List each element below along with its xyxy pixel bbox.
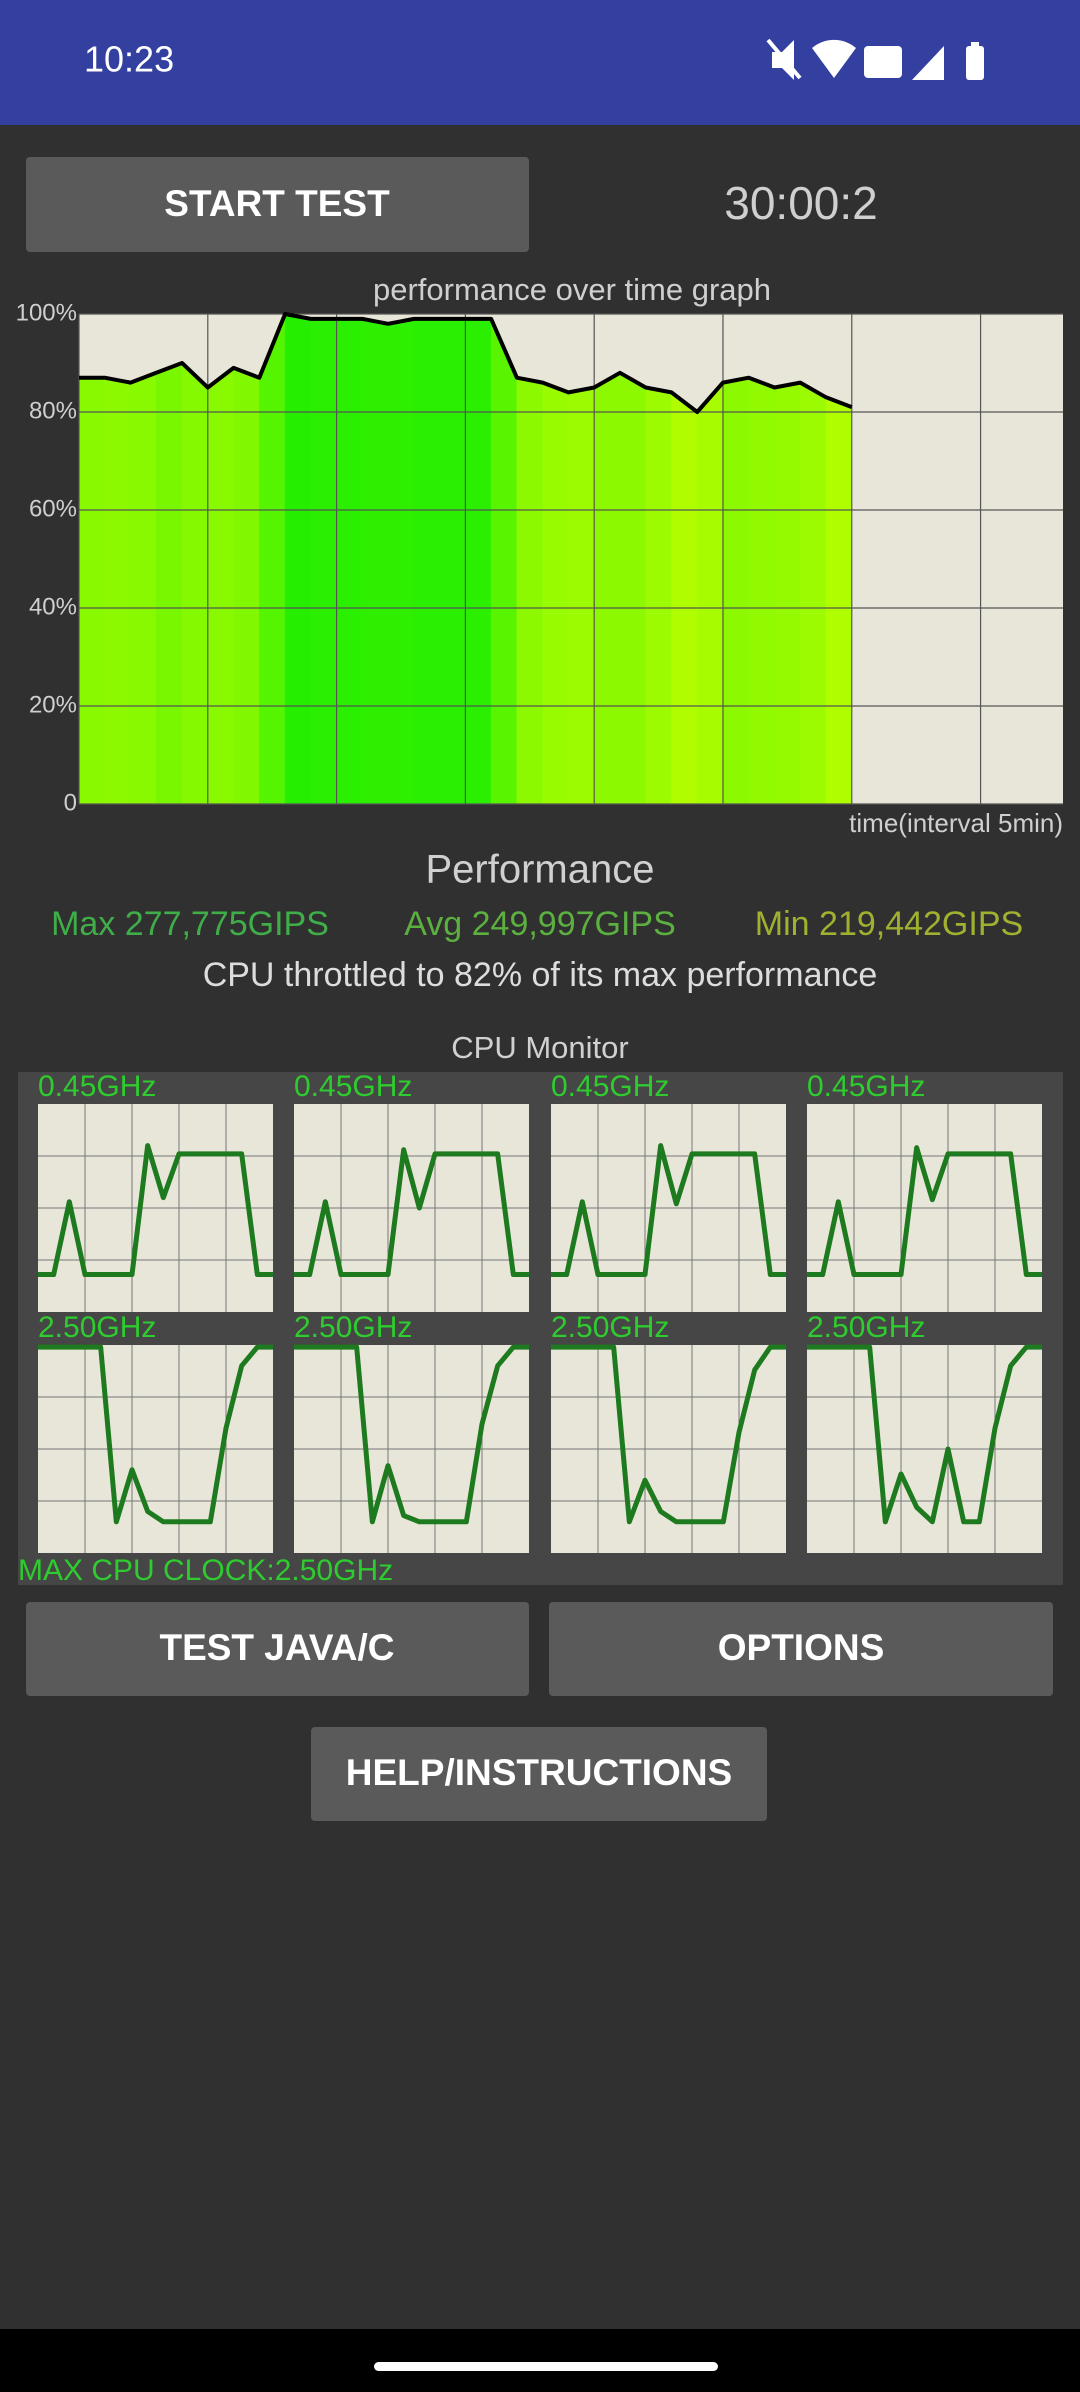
core-line — [807, 1344, 1042, 1525]
nav-bar — [0, 2329, 1080, 2392]
cpu-monitor-title: CPU Monitor — [451, 1030, 628, 1065]
area-fill — [800, 382, 827, 805]
home-indicator[interactable] — [374, 2362, 718, 2371]
area-fill — [310, 318, 337, 805]
help-button[interactable] — [311, 1727, 767, 1821]
min-stat: Min 219,442GIPS — [755, 905, 1023, 943]
volte-icon — [864, 46, 902, 78]
area-fill — [413, 318, 440, 805]
y-tick-label: 20% — [29, 691, 77, 718]
max-stat: Max 277,775GIPS — [51, 905, 329, 943]
throttle-text: CPU throttled to 82% of its max performa… — [203, 956, 878, 994]
core-frequency: 0.45GHz — [38, 1070, 156, 1103]
area-fill — [825, 396, 853, 805]
area-fill — [362, 318, 389, 805]
core-line — [38, 1143, 273, 1278]
area-fill — [439, 318, 466, 805]
area-fill — [722, 377, 749, 805]
core-frequency: 0.45GHz — [807, 1070, 925, 1103]
y-tick-label: 80% — [29, 397, 77, 424]
area-fill — [233, 367, 260, 805]
battery-icon — [966, 46, 984, 80]
area-fill — [156, 362, 183, 805]
area-fill — [207, 367, 234, 805]
core-frequency: 0.45GHz — [294, 1070, 412, 1103]
core-line — [551, 1344, 786, 1525]
core-frequency: 2.50GHz — [551, 1311, 669, 1344]
options-button[interactable] — [549, 1602, 1053, 1696]
area-fill — [516, 377, 543, 805]
test-button[interactable] — [26, 1602, 529, 1696]
test-button-label[interactable]: TEST JAVA/C — [159, 1627, 394, 1668]
area-fill — [542, 382, 569, 805]
core-line — [551, 1143, 786, 1278]
core-frequency: 0.45GHz — [551, 1070, 669, 1103]
area-fill — [259, 313, 286, 805]
performance-line — [79, 312, 853, 414]
core-line — [294, 1344, 529, 1525]
area-fill — [387, 318, 415, 805]
x-axis-label: time(interval 5min) — [849, 808, 1063, 838]
cpu-graphs: 0.45GHz 0.45GHz 0.45GHz 0.45GHz 2.50GHz 2.50G… — [38, 1070, 1042, 1553]
start-button-label[interactable]: START TEST — [164, 183, 390, 224]
chart-title: performance over time graph — [373, 272, 771, 307]
core-frequency: 2.50GHz — [38, 1311, 156, 1344]
max-clock: MAX CPU CLOCK:2.50GHz — [18, 1554, 393, 1587]
start-button[interactable] — [26, 157, 529, 252]
signal-icon — [912, 46, 944, 80]
area-fill — [774, 382, 801, 805]
y-tick-label: 60% — [29, 495, 77, 522]
area-fill — [568, 387, 595, 805]
status-time: 10:23 — [84, 39, 174, 80]
area-fill — [748, 377, 775, 805]
area-fill — [465, 318, 492, 805]
core-line — [807, 1145, 1042, 1278]
core-line — [294, 1147, 529, 1278]
area-fill — [104, 377, 131, 805]
core-frequency: 2.50GHz — [294, 1311, 412, 1344]
area-fill — [78, 377, 106, 805]
area-fill — [593, 372, 621, 805]
core-line — [38, 1344, 273, 1525]
area-fill — [645, 387, 672, 805]
area-fill — [619, 372, 646, 805]
area-fill — [696, 381, 724, 805]
area-fill — [284, 313, 312, 805]
area-fill — [490, 318, 518, 805]
avg-stat: Avg 249,997GIPS — [404, 905, 676, 943]
options-button-label[interactable]: OPTIONS — [718, 1627, 885, 1668]
area-fill — [181, 362, 209, 805]
timer: 30:00:2 — [724, 177, 877, 229]
y-tick-label: 40% — [29, 593, 77, 620]
performance-chart — [78, 312, 1063, 805]
core-frequency: 2.50GHz — [807, 1311, 925, 1344]
y-tick-label: 100% — [16, 299, 77, 326]
area-fill — [336, 318, 363, 805]
help-button-label[interactable]: HELP/INSTRUCTIONS — [346, 1752, 732, 1793]
mute-slash — [766, 38, 802, 80]
wifi-icon — [812, 39, 856, 78]
battery-tip — [971, 42, 979, 47]
performance-title: Performance — [426, 848, 655, 892]
area-fill — [671, 391, 698, 805]
status-icons — [766, 38, 984, 80]
y-tick-label: 0 — [64, 789, 77, 816]
area-fill — [130, 372, 157, 805]
